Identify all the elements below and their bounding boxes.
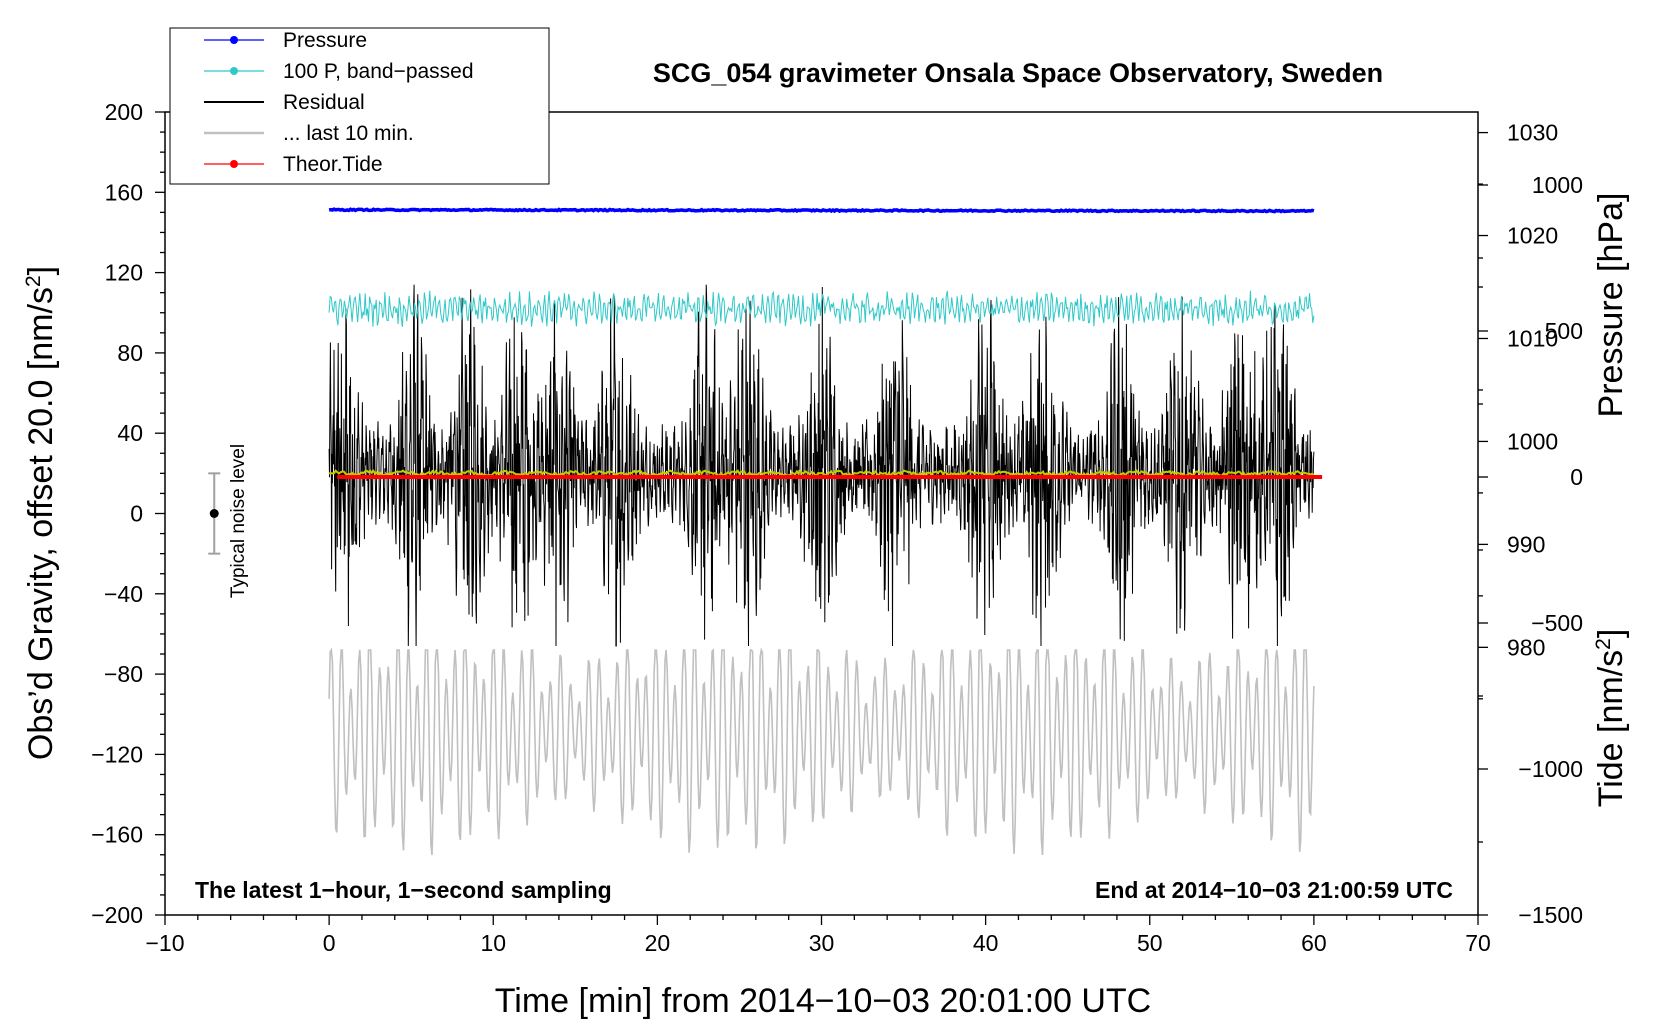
legend-swatch-marker (230, 67, 238, 75)
pressure-tick-label: 1000 (1507, 428, 1558, 454)
legend-label: Pressure (283, 29, 367, 52)
y-axis-gravity-title-main: Obs’d Gravity, offset 20.0 [nm/s (22, 287, 60, 760)
noise-level-label: Typical noise level (228, 444, 249, 598)
noise-level-indicator (208, 472, 221, 555)
x-axis: −10 0 10 20 30 40 50 60 70 (145, 915, 1491, 956)
x-tick-label: 70 (1465, 930, 1491, 956)
chart-title: SCG_054 gravimeter Onsala Space Observat… (653, 58, 1383, 88)
y-axis-gravity: −200 −160 −120 −80 −40 0 40 80 120 160 200 (91, 99, 165, 928)
series-line-last-10-min (328, 647, 1315, 856)
y-axis-pressure: 980 990 1000 1010 1020 1030 (1478, 120, 1558, 700)
series-line-pressure (328, 207, 1315, 214)
y-axis-gravity-title-sup: 2 (22, 275, 45, 287)
noise-center-dot (209, 509, 219, 518)
y-axis-gravity-title: Obs’d Gravity, offset 20.0 [nm/s2] (22, 266, 60, 760)
legend-items: Pressure 100 P, band−passed Residual ... la… (204, 29, 474, 176)
y-tick-label: −120 (91, 741, 143, 767)
tide-tick-label: 1000 (1532, 172, 1583, 198)
legend-label: Theor.Tide (283, 153, 383, 176)
y-tick-label: 40 (117, 420, 143, 446)
tide-tick-label: 0 (1570, 464, 1583, 490)
y-tick-label: 80 (117, 340, 143, 366)
series-line-residual (328, 284, 1315, 647)
legend-label: ... last 10 min. (283, 122, 414, 145)
series-line-smoothed-residual (328, 469, 1315, 478)
x-tick-label: 60 (1301, 930, 1327, 956)
y-tick-label: −160 (91, 822, 143, 848)
legend: Pressure 100 P, band−passed Residual ... la… (169, 27, 550, 185)
pressure-tick-label: 980 (1507, 634, 1545, 660)
legend-box (169, 27, 550, 185)
tide-tick-label: 500 (1545, 318, 1583, 344)
pressure-tick-label: 990 (1507, 531, 1545, 557)
y-tick-label: 120 (105, 260, 143, 286)
y-axis-tide-title: Tide [nm/s2] (1592, 629, 1630, 808)
pressure-tick-label: 1020 (1507, 223, 1558, 249)
x-axis-title: Time [min] from 2014−10−03 20:01:00 UTC (495, 982, 1151, 1020)
y-tick-label: 0 (130, 501, 143, 527)
x-tick-label: 20 (645, 930, 671, 956)
x-tick-label: 40 (973, 930, 999, 956)
y-axis-pressure-title: Pressure [hPa] (1592, 193, 1630, 418)
x-tick-label: 0 (323, 930, 336, 956)
series-line-band-passed (328, 290, 1315, 327)
y-tick-label: −40 (104, 581, 143, 607)
pressure-tick-label: 1010 (1507, 325, 1558, 351)
legend-swatch-marker (230, 160, 238, 168)
y-tick-label: −80 (104, 661, 143, 687)
x-tick-label: 50 (1137, 930, 1163, 956)
x-tick-label: −10 (145, 930, 184, 956)
y-axis-tide: −1500 −1000 −500 0 500 1000 (1478, 172, 1583, 928)
x-tick-label: 10 (480, 930, 506, 956)
y-axis-tide-title-main: Tide [nm/s (1592, 650, 1630, 807)
tide-tick-label: −500 (1531, 610, 1583, 636)
y-axis-gravity-title-end: ] (22, 266, 60, 275)
x-tick-label: 30 (809, 930, 835, 956)
legend-label: 100 P, band−passed (283, 60, 474, 83)
series-layer (328, 207, 1323, 856)
legend-label: Residual (283, 91, 365, 114)
annotation-end-time: End at 2014−10−03 21:00:59 UTC (1095, 877, 1453, 903)
y-axis-tide-title-sup: 2 (1592, 638, 1615, 650)
y-tick-label: 200 (105, 99, 143, 125)
tide-tick-label: −1000 (1518, 756, 1583, 782)
legend-swatch-marker (230, 36, 238, 44)
y-tick-label: −200 (91, 902, 143, 928)
y-axis-tide-title-end: ] (1592, 629, 1630, 638)
tide-tick-label: −1500 (1518, 902, 1583, 928)
pressure-tick-label: 1030 (1507, 120, 1558, 146)
annotation-sampling: The latest 1−hour, 1−second sampling (195, 877, 612, 903)
y-tick-label: 160 (105, 179, 143, 205)
